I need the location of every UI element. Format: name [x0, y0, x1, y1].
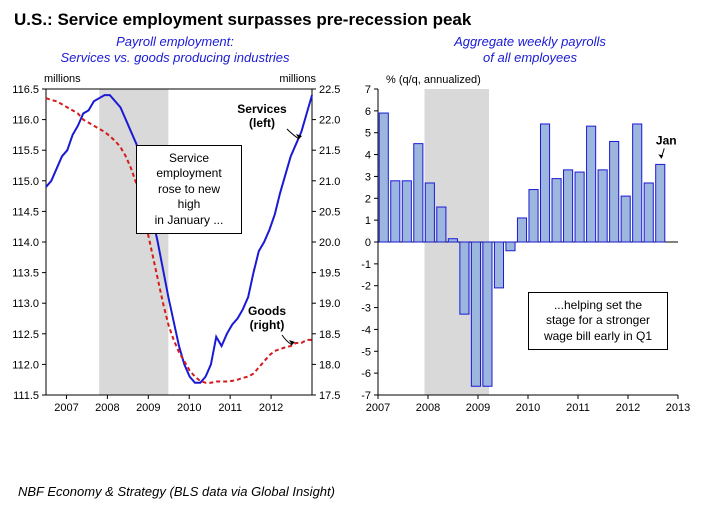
svg-text:20.0: 20.0 [319, 237, 340, 249]
svg-text:millions: millions [279, 73, 316, 85]
svg-text:2007: 2007 [54, 402, 78, 414]
svg-text:2: 2 [365, 193, 371, 205]
svg-text:113.5: 113.5 [12, 267, 39, 279]
svg-text:millions: millions [44, 73, 81, 85]
svg-text:22.5: 22.5 [319, 84, 340, 96]
svg-text:Services: Services [237, 102, 287, 116]
main-title: U.S.: Service employment surpasses pre-r… [0, 0, 710, 30]
svg-text:22.0: 22.0 [319, 114, 340, 126]
svg-text:2013: 2013 [666, 402, 690, 414]
svg-text:6: 6 [365, 105, 371, 117]
svg-text:2010: 2010 [177, 402, 201, 414]
svg-text:-3: -3 [361, 302, 371, 314]
svg-text:114.5: 114.5 [12, 206, 39, 218]
svg-text:Jan: Jan [656, 133, 677, 147]
svg-text:2011: 2011 [566, 402, 590, 414]
svg-text:18.0: 18.0 [319, 359, 340, 371]
svg-text:17.5: 17.5 [319, 390, 340, 402]
payroll-line-chart: 116.5 116.0 115.5 115.0 114.5 114.0 113.5 113.0… [6, 67, 346, 427]
svg-text:3: 3 [365, 171, 371, 183]
svg-text:116.0: 116.0 [12, 114, 39, 126]
svg-text:18.5: 18.5 [319, 328, 340, 340]
right-annotation: ...helping set thestage for a strongerwa… [528, 292, 668, 351]
svg-text:2008: 2008 [416, 402, 440, 414]
svg-text:-1: -1 [361, 258, 371, 270]
svg-text:115.0: 115.0 [12, 175, 39, 187]
svg-text:19.0: 19.0 [319, 298, 340, 310]
svg-text:4: 4 [365, 149, 371, 161]
svg-text:-4: -4 [361, 324, 371, 336]
svg-text:112.0: 112.0 [12, 359, 39, 371]
svg-text:114.0: 114.0 [12, 237, 39, 249]
svg-text:5: 5 [365, 127, 371, 139]
svg-text:(right): (right) [250, 318, 285, 332]
svg-text:21.5: 21.5 [319, 145, 340, 157]
svg-text:-2: -2 [361, 280, 371, 292]
svg-text:-5: -5 [361, 346, 371, 358]
svg-text:115.5: 115.5 [12, 145, 39, 157]
svg-text:20.5: 20.5 [319, 206, 340, 218]
svg-text:1: 1 [365, 215, 371, 227]
svg-text:112.5: 112.5 [12, 328, 39, 340]
svg-text:2011: 2011 [218, 402, 242, 414]
svg-text:113.0: 113.0 [12, 298, 39, 310]
svg-text:% (q/q, annualized): % (q/q, annualized) [386, 74, 481, 86]
svg-text:0: 0 [365, 237, 371, 249]
svg-text:2009: 2009 [466, 402, 490, 414]
svg-text:2008: 2008 [95, 402, 119, 414]
right-subtitle: Aggregate weekly payrolls of all employe… [350, 34, 710, 67]
svg-text:2010: 2010 [516, 402, 540, 414]
svg-text:21.0: 21.0 [319, 175, 340, 187]
svg-text:(left): (left) [249, 116, 275, 130]
svg-text:2007: 2007 [366, 402, 390, 414]
svg-text:111.5: 111.5 [13, 390, 39, 402]
left-annotation: Serviceemploymentrose to new highin Janu… [136, 145, 242, 235]
svg-text:19.5: 19.5 [319, 267, 340, 279]
svg-text:2012: 2012 [259, 402, 283, 414]
svg-text:-7: -7 [361, 390, 371, 402]
svg-text:Goods: Goods [248, 304, 286, 318]
svg-text:7: 7 [365, 84, 371, 96]
svg-text:-6: -6 [361, 368, 371, 380]
svg-text:2012: 2012 [616, 402, 640, 414]
footer-source: NBF Economy & Strategy (BLS data via Glo… [18, 484, 335, 499]
payroll-bar-chart: 7 6 5 4 3 2 1 0 -1 -2 -3 -4 -5 -6 -7 % (q/q, annualized… [350, 67, 700, 427]
svg-text:116.5: 116.5 [12, 84, 39, 96]
svg-text:2009: 2009 [136, 402, 160, 414]
left-subtitle: Payroll employment: Services vs. goods p… [0, 34, 350, 67]
